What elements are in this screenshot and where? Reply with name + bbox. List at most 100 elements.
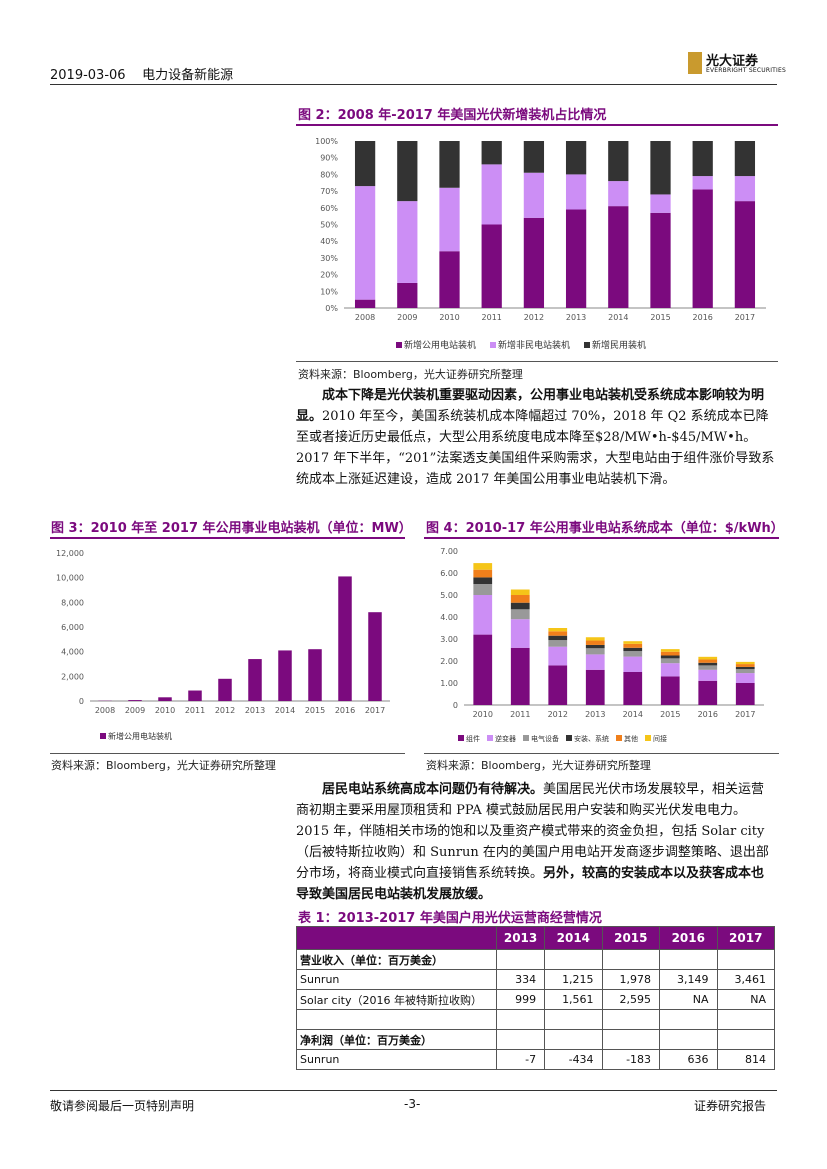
fig2-bar-2015-s1 — [650, 194, 671, 213]
fig2-xtick-label: 2016 — [693, 313, 713, 322]
fig2-ytick-label: 80% — [320, 170, 338, 179]
fig4-bar-2011-s1 — [510, 619, 530, 648]
fig4-bar-2010-s4 — [473, 569, 493, 578]
paragraph-residential: 居民电站系统高成本问题仍有待解决。美国居民光伏市场发展较早，相关运营商初期主要采… — [296, 779, 776, 905]
table-header-year: 2017 — [716, 926, 775, 950]
fig4-xtick-label: 2011 — [510, 710, 530, 719]
fig2-bar-2017-s0 — [734, 201, 756, 308]
fig3-ytick-label: 0 — [79, 697, 84, 706]
table-header-year: 2014 — [544, 926, 603, 950]
table-cell: 3,149 — [659, 969, 718, 990]
fig2-ytick-label: 20% — [320, 271, 338, 280]
fig4-legend-label: 间接 — [653, 734, 667, 743]
fig2-bar-2013-s1 — [565, 174, 587, 210]
table-cell: 814 — [716, 1049, 775, 1070]
fig2-bar-2016-s0 — [692, 189, 713, 308]
fig2-bar-2015-s2 — [650, 141, 671, 195]
table-cell: -7 — [495, 1049, 546, 1070]
fig4-bar-2015-s4 — [660, 651, 680, 656]
fig2-ytick-label: 90% — [320, 154, 338, 163]
fig3-xtick-label: 2017 — [365, 706, 385, 715]
fig4-legend-label: 其他 — [624, 734, 638, 743]
fig4-bar-2016-s5 — [698, 656, 718, 660]
table-cell: NA — [716, 989, 775, 1010]
fig2-source: 资料来源：Bloomberg，光大证券研究所整理 — [298, 368, 523, 381]
fig4-bar-2014-s1 — [623, 656, 643, 672]
fig4-legend-swatch — [645, 735, 651, 741]
fig2-bar-2013-s0 — [565, 209, 587, 308]
fig4-legend-swatch — [523, 735, 529, 741]
fig3-bar-2011-s0 — [188, 690, 202, 701]
table-header-blank — [296, 926, 497, 950]
table-cell — [716, 1009, 775, 1030]
paragraph-residential-tail: 另外，较高的安装成本以及获客成本也导致美国居民电站装机发展放缓。 — [296, 866, 765, 902]
fig4-bar-2016-s0 — [698, 680, 718, 705]
fig2-ytick-label: 50% — [320, 221, 338, 230]
table-cell — [544, 1009, 603, 1030]
fig4-bar-2012-s0 — [548, 665, 568, 705]
fig3-bar-2015-s0 — [308, 649, 322, 701]
fig3-title: 图 3：2010 年至 2017 年公用事业电站装机（单位：MW） — [51, 521, 412, 536]
fig4-ytick-label: 2.00 — [440, 657, 458, 666]
table-cell: 636 — [659, 1049, 718, 1070]
fig2-xtick-label: 2012 — [524, 313, 544, 322]
table-cell — [601, 1009, 661, 1030]
fig3-bottom-rule — [50, 753, 405, 754]
fig3-xtick-label: 2010 — [155, 706, 175, 715]
table1: 2013 2014 2015 2016 2017 营业收入（单位：百万美金） Sunrun… — [296, 926, 775, 1070]
table-row: 净利润（单位：百万美金） — [296, 1029, 775, 1050]
fig4-bar-2017-s4 — [735, 664, 755, 667]
fig4-bar-2016-s3 — [698, 662, 718, 666]
fig2-legend-label: 新增非民电站装机 — [498, 339, 570, 351]
fig4-bar-2013-s5 — [585, 637, 605, 641]
fig2-bar-2017-s1 — [734, 176, 756, 202]
fig4-title: 图 4：2010-17 年公用事业电站系统成本（单位：$/kWh） — [426, 521, 784, 536]
table-cell — [601, 1029, 661, 1050]
fig2-ytick-label: 40% — [320, 237, 338, 246]
fig3-bar-2014-s0 — [278, 650, 292, 701]
table-cell — [659, 949, 718, 970]
fig4-xtick-label: 2015 — [660, 710, 680, 719]
fig3-bar-2017-s0 — [368, 612, 382, 701]
fig4-bottom-rule — [424, 753, 779, 754]
fig4-bar-2014-s3 — [623, 647, 643, 652]
fig3-xtick-label: 2012 — [215, 706, 235, 715]
fig4-bar-2013-s3 — [585, 644, 605, 649]
fig2-bar-2010-s1 — [439, 187, 460, 252]
fig2-ytick-label: 60% — [320, 204, 338, 213]
fig3-chart: 0 2,000 4,000 6,000 8,000 10,000 12,000 2008 200… — [56, 549, 390, 741]
page-number: -3- — [404, 1097, 421, 1111]
fig4-bar-2011-s4 — [510, 595, 530, 603]
fig4-bar-2014-s5 — [623, 641, 643, 644]
footer-disclaimer: 敬请参阅最后一页特别声明 — [50, 1099, 195, 1113]
fig2-legend-swatch — [396, 342, 402, 348]
fig4-legend-swatch — [566, 735, 572, 741]
fig3-xtick-label: 2011 — [185, 706, 205, 715]
fig2-xtick-label: 2015 — [650, 313, 670, 322]
fig2-ytick-label: 70% — [320, 187, 338, 196]
paragraph-residential-lead: 居民电站系统高成本问题仍有待解决。 — [322, 782, 544, 797]
table-row-label: Solar city（2016 年被特斯拉收购） — [296, 989, 497, 1010]
table-cell: -183 — [601, 1049, 661, 1070]
fig4-bar-2015-s0 — [660, 676, 680, 705]
fig3-ytick-label: 4,000 — [61, 648, 84, 657]
table-cell: NA — [659, 989, 718, 1010]
fig4-legend-label: 逆变器 — [495, 734, 516, 743]
fig2-title: 图 2：2008 年-2017 年美国光伏新增装机占比情况 — [298, 108, 607, 123]
table-row — [296, 1009, 775, 1030]
fig3-bar-2010-s0 — [158, 697, 172, 701]
fig4-bar-2017-s2 — [735, 669, 755, 674]
fig2-xtick-label: 2013 — [566, 313, 586, 322]
fig2-chart: 0% 10% 20% 30% 40% 50% 60% 70% 80% 90% 100% 2008 200… — [315, 137, 766, 351]
fig2-bar-2009-s2 — [397, 141, 418, 202]
fig2-bottom-rule — [296, 361, 778, 362]
table-row-label: 营业收入（单位：百万美金） — [296, 949, 497, 970]
company-logo-english: EVERBRIGHT SECURITIES — [706, 67, 786, 74]
fig3-bar-2012-s0 — [218, 678, 232, 701]
fig4-legend-label: 安装、系统 — [574, 734, 609, 743]
fig4-source: 资料来源：Bloomberg，光大证券研究所整理 — [426, 759, 651, 772]
fig4-bar-2010-s2 — [473, 584, 493, 595]
table-row: Solar city（2016 年被特斯拉收购） 999 1,561 2,595 NA N… — [296, 989, 775, 1010]
fig2-bar-2015-s0 — [650, 212, 671, 308]
table-cell — [544, 949, 603, 970]
